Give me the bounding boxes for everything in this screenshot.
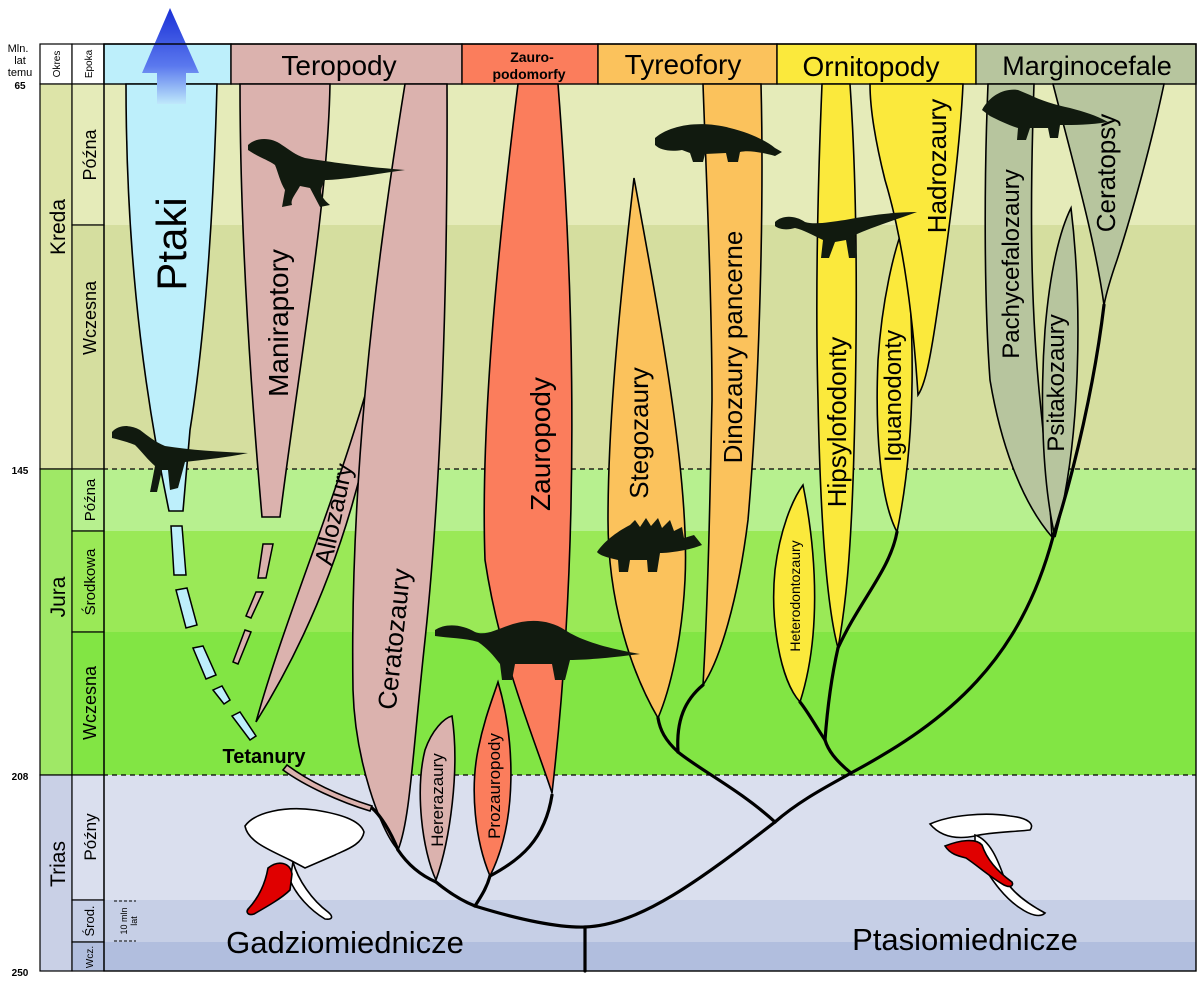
epoch-late-cretaceous: Późna xyxy=(80,128,100,180)
epoch-early-jurassic: Wczesna xyxy=(80,665,100,740)
epoch-late-triassic: Późny xyxy=(81,813,100,861)
header-theropods: Teropody xyxy=(281,50,396,81)
header-ornithopods-box xyxy=(776,43,977,85)
label-maniraptorans: Maniraptory xyxy=(263,249,294,397)
epoch-late-jurassic: Późna xyxy=(82,478,99,521)
scale-bar: 10 mln lat xyxy=(114,900,139,942)
diagram-frame xyxy=(103,43,1197,972)
tetanuran-connector xyxy=(281,763,374,812)
maniraptoran-ghost-lineage xyxy=(232,543,274,665)
period-jurassic: Jura xyxy=(47,576,70,617)
period-triassic: Trias xyxy=(47,841,70,887)
header-sauropodomorphs-line1: Zauro- xyxy=(510,49,554,65)
header-marginocephalians: Marginocefale xyxy=(1002,51,1172,81)
clade-maniraptorans-shape xyxy=(239,83,331,518)
label-sauropods: Zauropody xyxy=(525,377,556,511)
tick-208: 208 xyxy=(12,772,29,783)
period-column-header: Okres xyxy=(52,51,63,78)
label-pachycephalosaurs: Pachycefalozaury xyxy=(998,169,1025,358)
label-saurischia: Gadziomiednicze xyxy=(226,925,464,960)
clade-heterodontosaurs-shape xyxy=(772,483,816,704)
header-sauropodomorphs-line2: podomorfy xyxy=(492,66,565,82)
clade-iguanodonts-shape xyxy=(876,224,913,535)
label-prosauropods: Prozauropody xyxy=(485,733,504,839)
clade-shapes xyxy=(125,83,1165,883)
ankylosaur-silhouette xyxy=(655,124,782,162)
label-herrerasaurs: Hererazaury xyxy=(428,753,447,847)
header-ornithopods: Ornitopody xyxy=(803,51,940,82)
band-early-triassic xyxy=(104,942,1196,971)
period-cretaceous: Kreda xyxy=(47,199,70,255)
birds-continue-arrow xyxy=(142,8,199,104)
tick-145: 145 xyxy=(12,466,29,477)
epoch-middle-jurassic: Środkowa xyxy=(81,548,99,615)
silhouettes xyxy=(112,89,1108,680)
label-psittacosaurs: Psitakozaury xyxy=(1043,314,1070,451)
tick-65: 65 xyxy=(14,81,26,92)
tick-250: 250 xyxy=(12,968,29,979)
ornithischian-pelvis-illustration xyxy=(928,813,1047,917)
label-ceratopsians: Ceratopsy xyxy=(1091,114,1121,233)
scale-bar-label-2: lat xyxy=(129,916,139,926)
time-axis: Mln. lat temu 65 145 208 250 Okres Kreda… xyxy=(8,43,139,979)
group-headers: Teropody Zauro- podomorfy Tyreofory Orni… xyxy=(103,43,1197,85)
theropod-silhouette xyxy=(248,138,405,207)
sauropod-silhouette xyxy=(435,620,640,680)
label-birds: Ptaki xyxy=(148,197,195,290)
clade-hadrosaurs-shape xyxy=(869,83,964,398)
label-heterodontosaurs: Heterodontozaury xyxy=(787,540,803,651)
label-hypsilophodonts: Hipsylofodonty xyxy=(822,337,852,508)
stegosaur-silhouette xyxy=(597,518,702,572)
epoch-early-cretaceous: Wczesna xyxy=(80,280,100,355)
axis-header-line3: temu xyxy=(8,67,32,79)
epoch-middle-triassic: Środ. xyxy=(82,905,97,936)
label-tetanurans: Tetanury xyxy=(223,746,307,768)
label-stegosaurs: Stegozaury xyxy=(624,367,654,499)
clade-herrerasaurs-shape xyxy=(419,715,456,883)
clade-sauropods-shape xyxy=(483,83,573,794)
scale-bar-label-1: 10 mln xyxy=(119,907,129,934)
clade-birds-shape xyxy=(125,83,218,512)
saurischian-pubis-highlight xyxy=(246,862,293,916)
ornithopod-silhouette xyxy=(775,212,917,258)
axis-header-line1: Mln. xyxy=(8,43,29,55)
clade-labels: Ptaki Maniraptory Allozaury Ceratozaury … xyxy=(148,99,1121,847)
birds-ghost-lineage xyxy=(170,525,258,742)
clade-prosauropods-shape xyxy=(473,679,512,878)
saurischian-pelvis-illustration xyxy=(244,807,365,920)
bird-silhouette xyxy=(112,426,248,492)
clade-ceratopsians-shape xyxy=(1051,83,1165,306)
axis-header-line2: lat xyxy=(14,55,26,67)
header-thyreophorans: Tyreofory xyxy=(625,49,742,80)
ornithischian-pubis-highlight xyxy=(943,839,1014,888)
clade-psittacosaurs-shape xyxy=(1041,205,1079,538)
header-theropods-box xyxy=(230,43,463,85)
label-ornithischia: Ptasiomiednicze xyxy=(852,922,1078,957)
phylogeny-branches xyxy=(370,303,1106,973)
ceratopsian-silhouette xyxy=(982,89,1108,140)
label-ankylosaurs: Dinozaury pancerne xyxy=(718,231,748,464)
epoch-early-triassic: Wcz. xyxy=(85,946,96,968)
epoch-column-header: Epoka xyxy=(84,49,95,78)
label-iguanodonts: Iguanodonty xyxy=(880,330,907,462)
label-hadrosaurs: Hadrozaury xyxy=(922,99,952,233)
